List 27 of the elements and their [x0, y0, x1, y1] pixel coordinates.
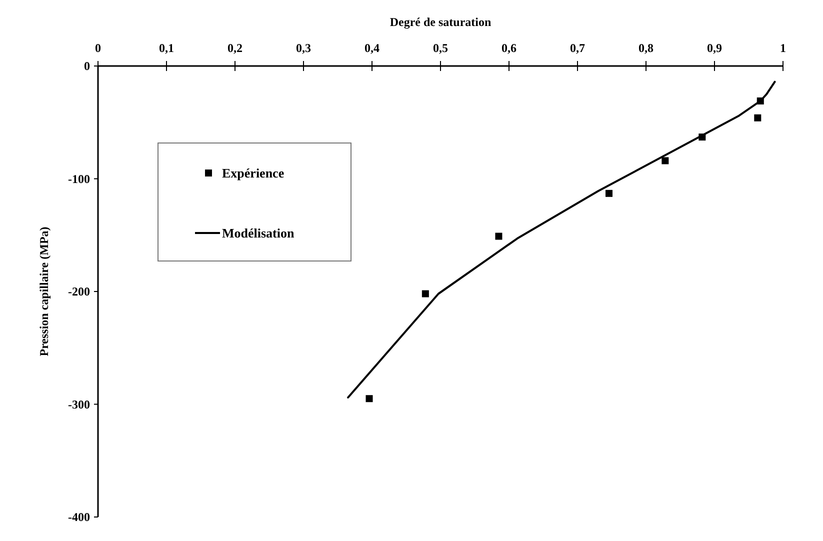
- y-tick-label: -300: [68, 397, 90, 412]
- x-tick-label: 0,9: [707, 41, 722, 55]
- x-tick-label: 0,7: [570, 41, 585, 55]
- y-tick-label: -100: [68, 172, 90, 186]
- x-tick-label: 0,1: [159, 41, 174, 55]
- line-series: [347, 80, 776, 398]
- legend-label: Expérience: [222, 166, 284, 181]
- point: [662, 157, 669, 164]
- x-tick-label: 0,2: [228, 41, 242, 55]
- point: [366, 395, 373, 402]
- y-axis-title: Pression capillaire (MPa): [37, 226, 51, 356]
- x-axis-title: Degré de saturation: [390, 15, 492, 29]
- x-tick-label: 0,5: [433, 41, 448, 55]
- y-tick-label: -400: [68, 510, 90, 524]
- point: [754, 114, 762, 122]
- x-tick-label: 0,4: [364, 41, 380, 55]
- x-tick-label: 0: [95, 41, 101, 55]
- x-tick-label: 1: [780, 41, 786, 55]
- y-tick-label: -200: [68, 284, 90, 299]
- x-tick-label: 0,8: [638, 41, 654, 55]
- legend-label: Modélisation: [222, 226, 295, 241]
- point: [422, 290, 429, 298]
- x-tick-label: 0,3: [296, 41, 311, 55]
- point: [495, 232, 502, 240]
- y-tick-label: 0: [84, 59, 90, 74]
- point: [606, 190, 613, 197]
- x-tick-label: 0,6: [502, 41, 516, 55]
